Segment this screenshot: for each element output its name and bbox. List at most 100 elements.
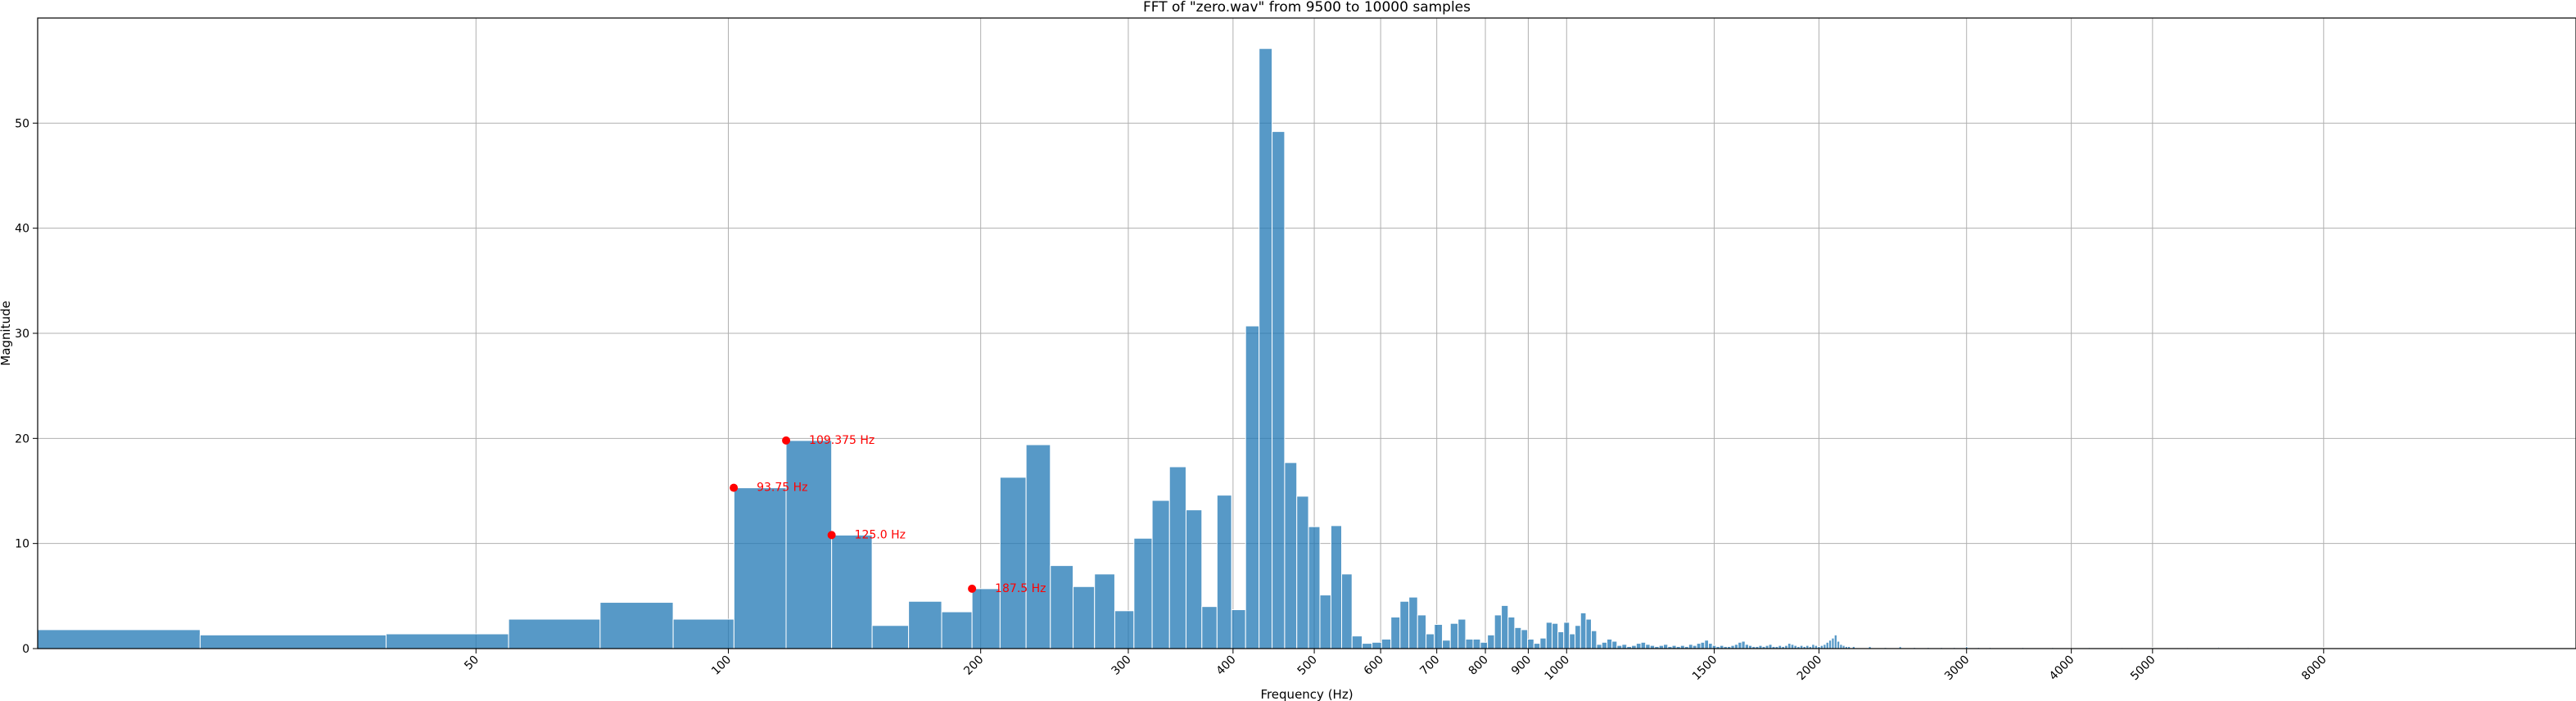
bar (1708, 643, 1713, 649)
bar (1296, 495, 1309, 649)
bar (1514, 626, 1522, 649)
bar (785, 440, 833, 649)
y-tick-label: 50 (15, 117, 29, 130)
bar (1417, 614, 1427, 649)
bar (1611, 640, 1618, 649)
bar (1545, 622, 1553, 649)
bar (1341, 573, 1353, 649)
bar (1434, 623, 1444, 649)
bar (1704, 640, 1710, 649)
bar (1569, 633, 1576, 649)
bar (1741, 640, 1746, 649)
bar (1590, 630, 1598, 649)
peak-marker (730, 483, 739, 492)
y-tick-label: 30 (15, 328, 29, 341)
bar (1585, 618, 1592, 649)
bar (1696, 643, 1702, 649)
bar (1472, 638, 1481, 649)
bar (1557, 631, 1565, 649)
bar (1539, 637, 1547, 649)
bar (1399, 600, 1410, 649)
bar (1831, 637, 1835, 649)
bar (386, 633, 509, 649)
bar (599, 602, 674, 649)
bar (1645, 644, 1651, 649)
y-tick-label: 0 (22, 643, 29, 656)
bar (1494, 614, 1503, 649)
peak-label: 93.75 Hz (757, 482, 807, 495)
bar (1050, 565, 1074, 649)
bar (1201, 606, 1218, 649)
peak-label: 109.375 Hz (809, 434, 874, 447)
peak-label: 125.0 Hz (855, 528, 906, 541)
bar (1787, 643, 1792, 649)
bar (1487, 634, 1495, 649)
bar (1362, 643, 1373, 649)
bar (999, 477, 1027, 649)
bar (1442, 640, 1451, 649)
bar (1527, 638, 1534, 649)
bar (1823, 644, 1827, 649)
bar (1521, 629, 1529, 649)
bar-series (37, 47, 2554, 649)
bar (1733, 644, 1739, 649)
bar (1640, 641, 1647, 649)
bar (1025, 444, 1051, 649)
bar (871, 625, 910, 649)
bar (1688, 644, 1693, 649)
bar (1579, 612, 1587, 649)
bar (1825, 641, 1829, 649)
bar (1381, 638, 1392, 649)
bar (1330, 525, 1343, 649)
bar (1168, 466, 1186, 649)
bar (1449, 622, 1459, 649)
bar (1259, 47, 1273, 649)
bar (1073, 586, 1096, 649)
bar (1426, 633, 1435, 649)
y-tick-label: 40 (15, 223, 29, 236)
bar (1185, 509, 1203, 649)
bar (1319, 595, 1331, 649)
bar (1284, 462, 1298, 649)
chart-title: FFT of "zero.wav" from 9500 to 10000 sam… (1143, 0, 1471, 16)
bar (1094, 573, 1115, 649)
bar (1700, 641, 1706, 649)
bar (1768, 644, 1773, 649)
bar (1351, 635, 1363, 649)
bar (1501, 604, 1509, 649)
peak-marker (827, 531, 836, 540)
bar (199, 634, 387, 649)
bar (1151, 500, 1170, 649)
y-axis-ticks: 0 10 20 30 40 50 (15, 117, 38, 656)
bar (1457, 618, 1467, 649)
bar (1114, 610, 1135, 649)
bar (1811, 644, 1815, 649)
bar (1465, 638, 1474, 649)
bar (1607, 638, 1613, 649)
bar (1480, 641, 1489, 649)
bar (1744, 644, 1749, 649)
bar (1790, 644, 1795, 649)
bar (1216, 495, 1232, 649)
bar (831, 534, 873, 649)
bar (1408, 596, 1418, 649)
peak-annotations: 93.75 Hz 109.375 Hz 125.0 Hz 187.5 Hz (730, 434, 1046, 595)
bar (1663, 644, 1669, 649)
bar (1828, 640, 1833, 649)
bar (1601, 641, 1608, 649)
bar (1738, 641, 1742, 649)
bar (1390, 617, 1401, 649)
y-tick-label: 10 (15, 538, 29, 551)
bar (1596, 644, 1602, 649)
peak-marker (968, 584, 977, 593)
bar (971, 588, 1001, 649)
bar (1245, 325, 1260, 649)
bar (1575, 625, 1581, 649)
bar (1507, 617, 1516, 649)
y-tick-label: 20 (15, 432, 29, 445)
bar (1621, 644, 1628, 649)
bar (1133, 537, 1153, 649)
bar (941, 611, 973, 649)
bar (1563, 622, 1570, 649)
